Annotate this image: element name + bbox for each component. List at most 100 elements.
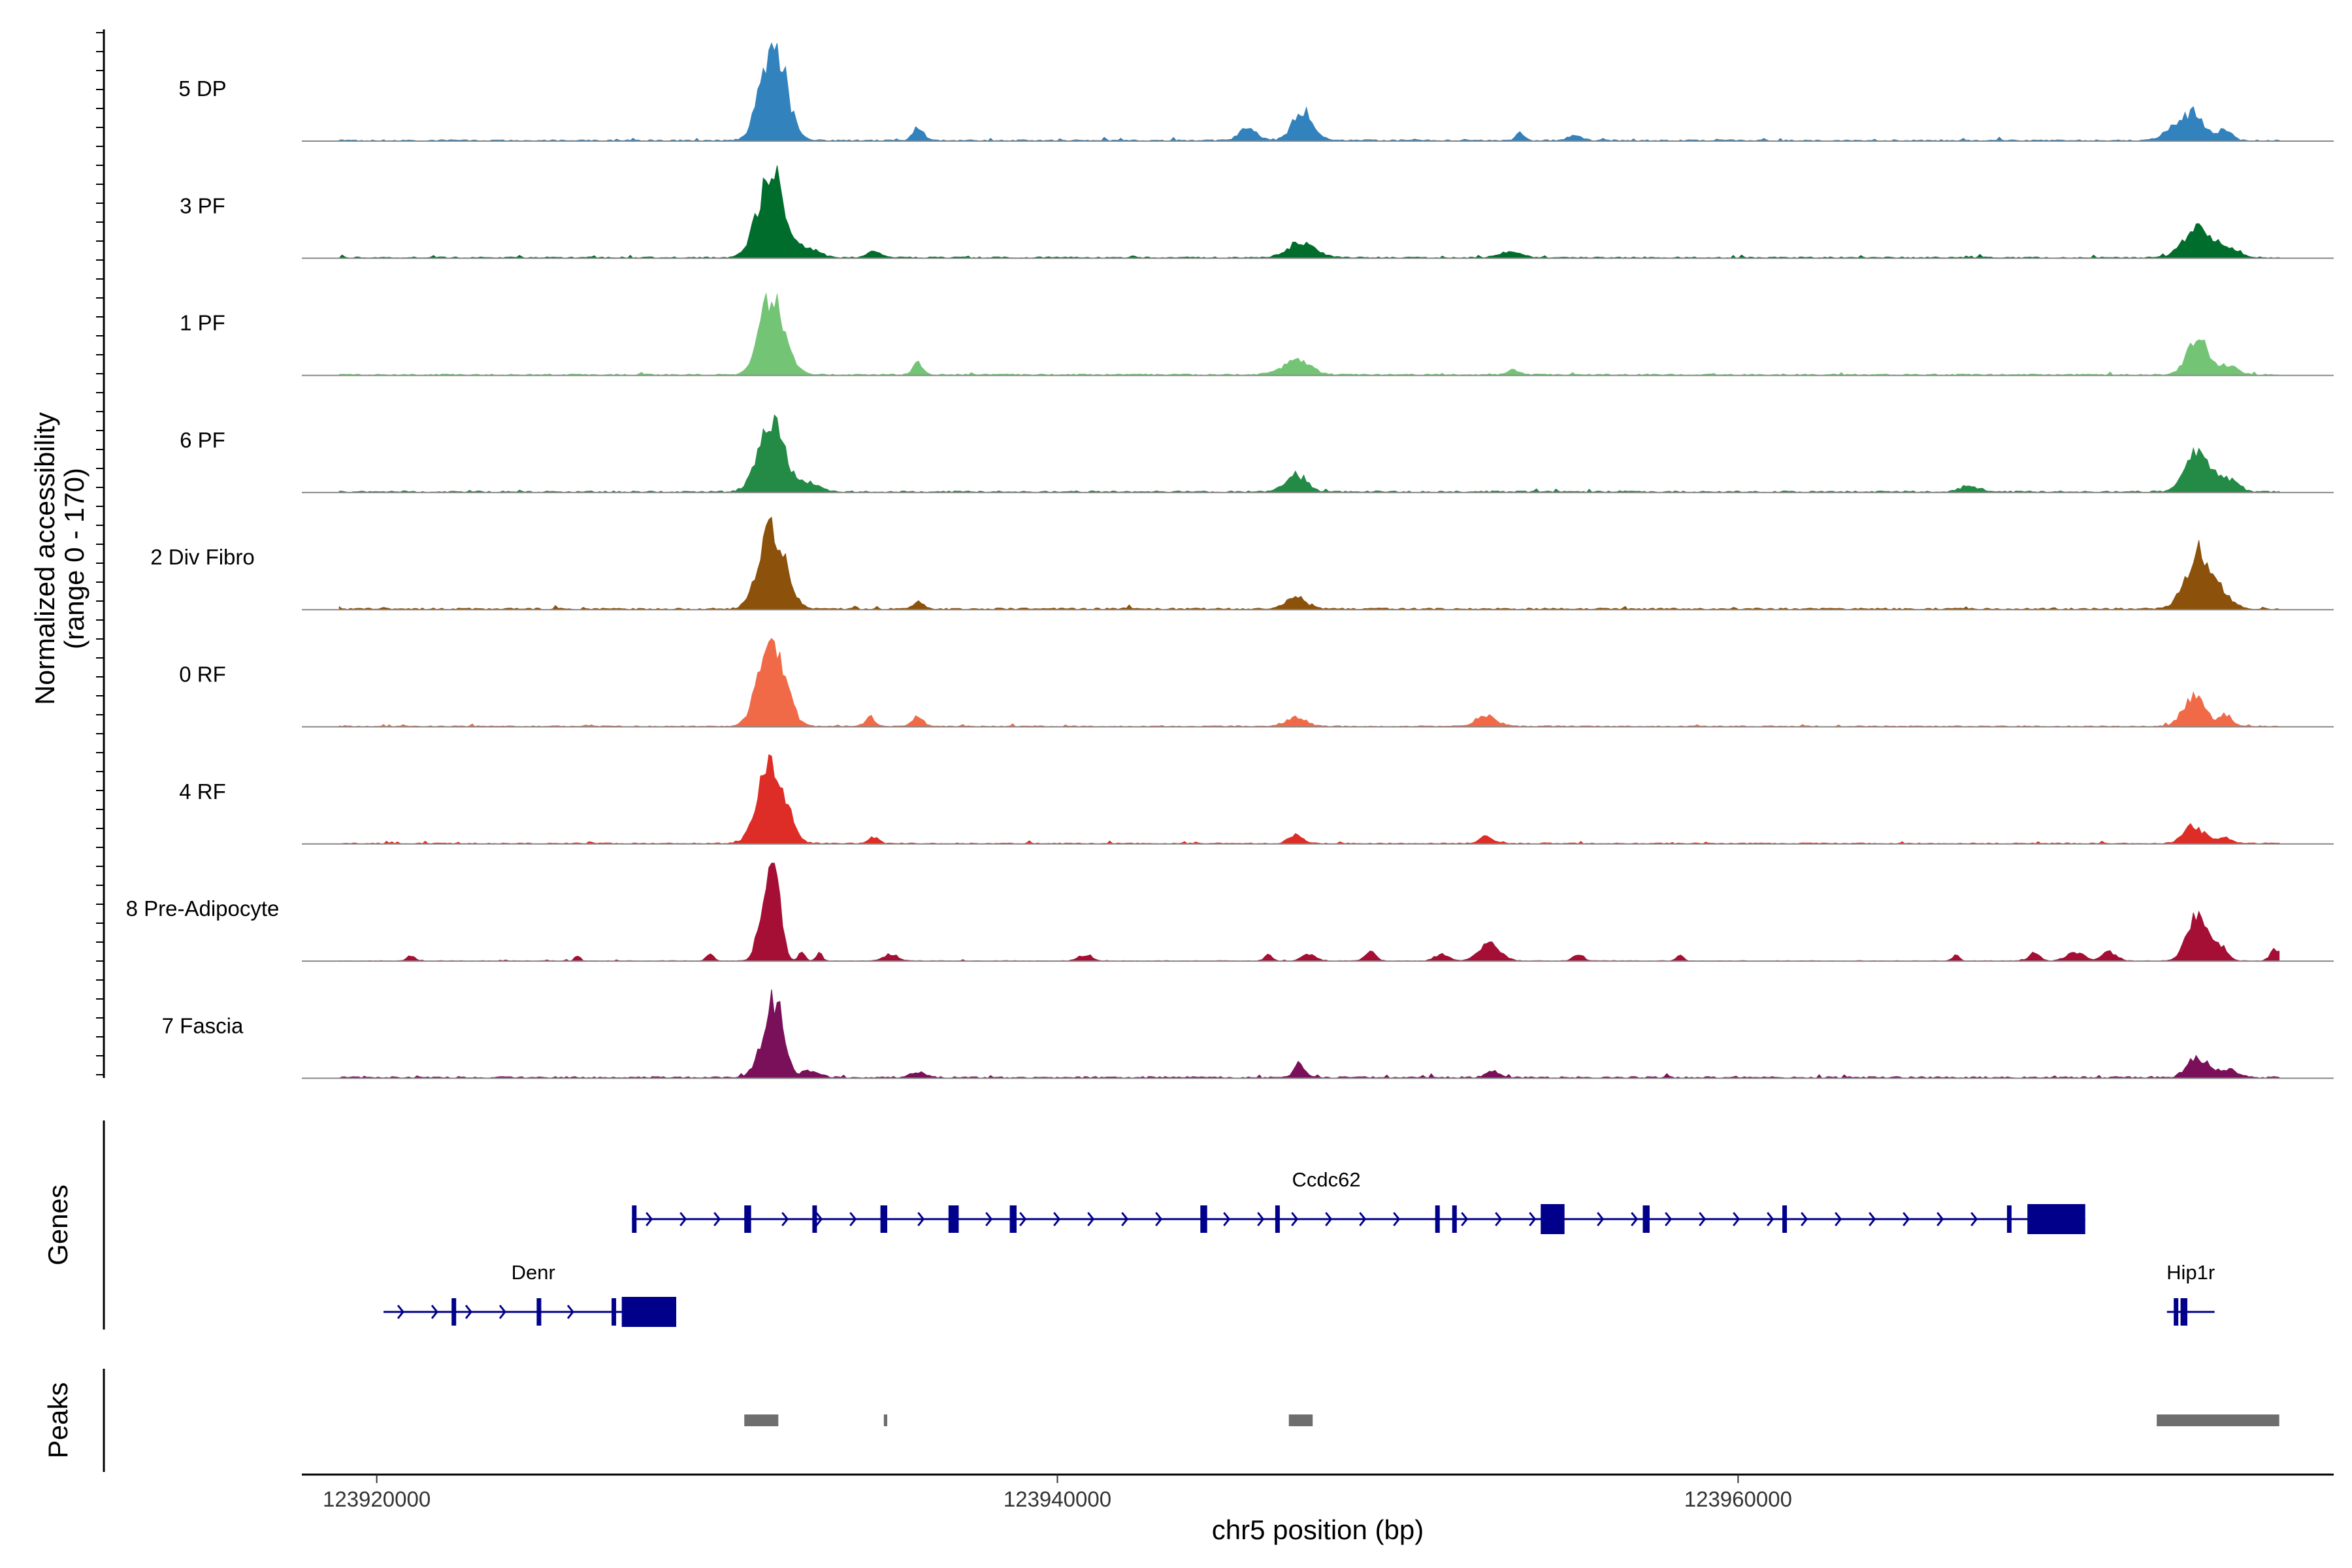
strand-arrow: [1529, 1212, 1537, 1226]
strand-arrow: [1869, 1212, 1876, 1226]
strand-arrow: [1257, 1212, 1265, 1226]
strand-arrow: [1801, 1212, 1808, 1226]
strand-arrow: [498, 1305, 506, 1319]
peak-region: [2157, 1414, 2279, 1426]
gene-exon: [2174, 1298, 2179, 1326]
coverage-series-0-rf: [338, 638, 2280, 728]
strand-arrow: [679, 1212, 687, 1226]
gene-exon: [1200, 1205, 1207, 1233]
y-axis-subtitle: (range 0 - 170): [59, 468, 90, 649]
x-tick-label: 123920000: [323, 1487, 431, 1511]
strand-arrow: [1597, 1212, 1605, 1226]
gene-exon: [744, 1205, 751, 1233]
strand-arrow: [431, 1305, 438, 1319]
strand-arrow: [985, 1212, 993, 1226]
gene-exon: [536, 1298, 542, 1326]
strand-arrow: [465, 1305, 472, 1319]
peak-regions: [744, 1414, 2279, 1426]
gene-exon: [2027, 1204, 2085, 1234]
gene-exon: [812, 1205, 817, 1233]
y-axis-title: Normalized accessibility: [29, 412, 60, 705]
gene-exon: [2006, 1205, 2012, 1233]
gene-exon: [1009, 1205, 1017, 1233]
gene-exon: [1642, 1205, 1650, 1233]
x-axis-ticks: 123920000 123940000 123960000: [323, 1475, 1792, 1511]
peak-region: [883, 1414, 888, 1426]
strand-arrow: [713, 1212, 721, 1226]
coverage-series-2-div-fibro: [338, 516, 2280, 610]
strand-arrow: [1835, 1212, 1842, 1226]
gene-exon: [632, 1205, 637, 1233]
strand-arrow: [815, 1212, 823, 1226]
coverage-series-6-pf: [338, 414, 2280, 493]
gene-exon: [451, 1298, 457, 1326]
strand-arrow: [849, 1212, 857, 1226]
strand-arrow: [781, 1212, 789, 1226]
gene-exon: [1541, 1204, 1565, 1234]
coverage-series-5-dp: [338, 42, 2280, 142]
x-axis-title: chr5 position (bp): [1212, 1514, 1424, 1545]
track-label: 2 Div Fibro: [150, 545, 255, 569]
strand-arrow: [1733, 1212, 1740, 1226]
coverage-tracks: [302, 42, 2334, 1079]
strand-arrow: [397, 1305, 404, 1319]
strand-arrow: [1665, 1212, 1673, 1226]
track-label: 7 Fascia: [162, 1013, 244, 1037]
gene-exon: [1435, 1205, 1440, 1233]
peak-region: [1288, 1414, 1313, 1426]
strand-arrow: [1155, 1212, 1163, 1226]
gene-exon: [880, 1205, 888, 1233]
track-label: 0 RF: [179, 662, 226, 687]
strand-arrow: [1393, 1212, 1401, 1226]
strand-arrow: [1936, 1212, 1944, 1226]
track-label: 4 RF: [179, 779, 226, 804]
gene-annotations: Ccdc62 Denr Hip1r: [384, 1168, 2215, 1327]
gene-exon: [612, 1298, 617, 1326]
strand-arrow: [645, 1212, 653, 1226]
gene-exon: [1275, 1205, 1280, 1233]
x-tick-label: 123940000: [1004, 1487, 1111, 1511]
gene-exon: [948, 1205, 959, 1233]
gene-exon: [1452, 1205, 1457, 1233]
strand-arrow: [566, 1305, 574, 1319]
strand-arrow: [1767, 1212, 1774, 1226]
coverage-series-4-rf: [338, 754, 2280, 845]
strand-arrow: [1325, 1212, 1333, 1226]
coverage-series-3-pf: [338, 165, 2280, 259]
gene-label: Ccdc62: [1292, 1168, 1360, 1191]
strand-arrow: [1359, 1212, 1367, 1226]
track-label: 5 DP: [178, 76, 226, 101]
genes-panel-label: Genes: [42, 1184, 73, 1266]
strand-arrow: [1495, 1212, 1503, 1226]
strand-arrow: [1903, 1212, 1910, 1226]
peaks-panel-label: Peaks: [42, 1382, 73, 1459]
strand-arrow: [1019, 1212, 1027, 1226]
strand-arrow: [1461, 1212, 1469, 1226]
coverage-series-7-fascia: [338, 989, 2280, 1079]
track-label: 1 PF: [180, 311, 225, 335]
peak-region: [744, 1414, 779, 1426]
strand-arrow: [1121, 1212, 1129, 1226]
x-tick-label: 123960000: [1684, 1487, 1792, 1511]
strand-arrow: [1087, 1212, 1095, 1226]
track-labels: 5 DP 3 PF 1 PF 6 PF 2 Div Fibro 0 RF 4 RF 8 Pre…: [126, 76, 280, 1037]
strand-arrow: [1291, 1212, 1299, 1226]
coverage-series-8-pre-adipocyte: [338, 862, 2280, 962]
strand-arrow: [1053, 1212, 1061, 1226]
gene-label: Denr: [512, 1261, 555, 1284]
coverage-y-ticks: [96, 32, 104, 1075]
track-label: 8 Pre-Adipocyte: [126, 896, 280, 921]
gene-exon: [621, 1297, 677, 1327]
track-label: 3 PF: [180, 193, 225, 218]
strand-arrow: [1631, 1212, 1639, 1226]
track-label: 6 PF: [180, 428, 225, 452]
strand-arrow: [917, 1212, 925, 1226]
gene-exon: [2180, 1298, 2187, 1326]
coverage-series-1-pf: [338, 293, 2280, 376]
gene-exon: [1782, 1205, 1788, 1233]
strand-arrow: [1970, 1212, 1978, 1226]
strand-arrow: [1223, 1212, 1231, 1226]
strand-arrow: [1699, 1212, 1707, 1226]
gene-label: Hip1r: [2166, 1261, 2215, 1284]
